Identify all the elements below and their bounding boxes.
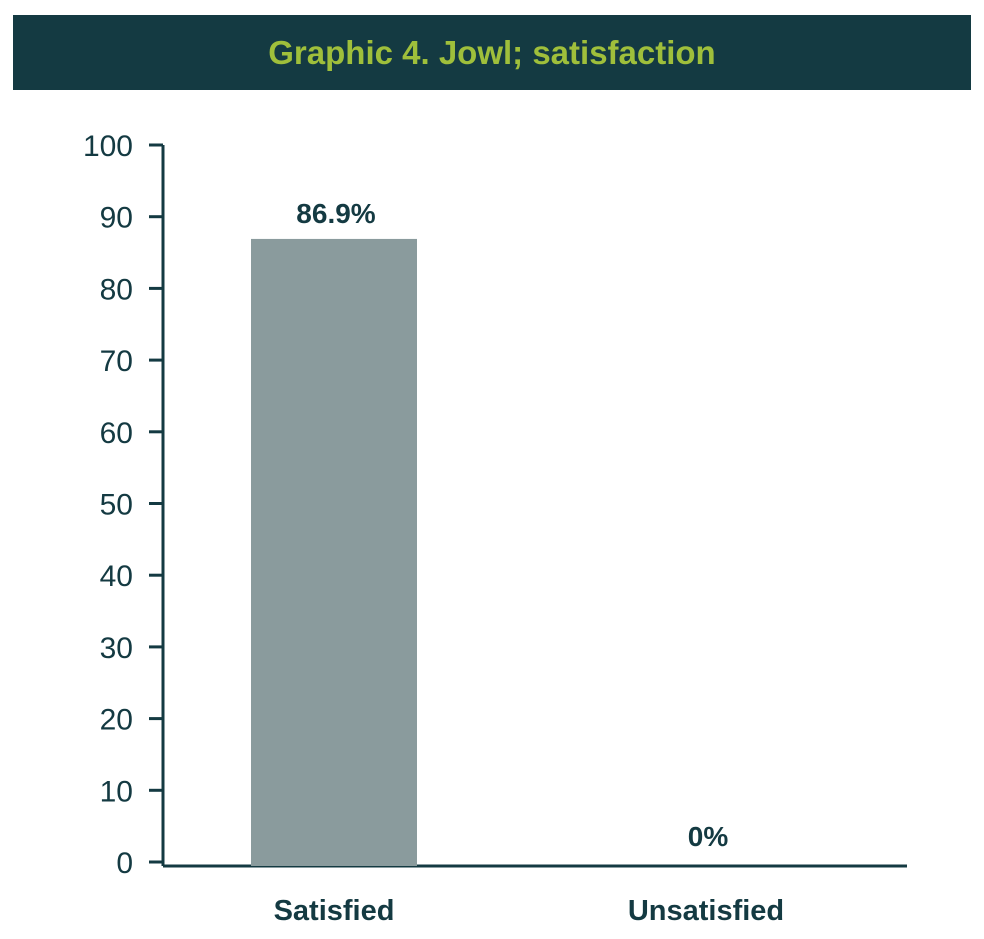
y-tick-label: 100 (83, 130, 133, 163)
y-tick-label: 30 (100, 632, 133, 665)
data-label: 86.9% (296, 198, 375, 229)
chart-title: Graphic 4. Jowl; satisfaction (268, 33, 716, 71)
category-label: Unsatisfied (628, 895, 784, 927)
y-tick-label: 80 (100, 273, 133, 306)
y-tick-label: 70 (100, 345, 133, 378)
chart-title-bar: Graphic 4. Jowl; satisfaction (13, 15, 971, 90)
category-label: Satisfied (274, 895, 395, 927)
data-label: 0% (688, 821, 729, 852)
y-tick-label: 20 (100, 704, 133, 737)
bar (251, 238, 417, 866)
y-tick-label: 0 (116, 847, 133, 880)
y-tick-label: 90 (100, 202, 133, 235)
y-tick-label: 10 (100, 775, 133, 808)
y-tick-label: 60 (100, 417, 133, 450)
y-tick-label: 40 (100, 560, 133, 593)
y-tick-label: 50 (100, 489, 133, 522)
